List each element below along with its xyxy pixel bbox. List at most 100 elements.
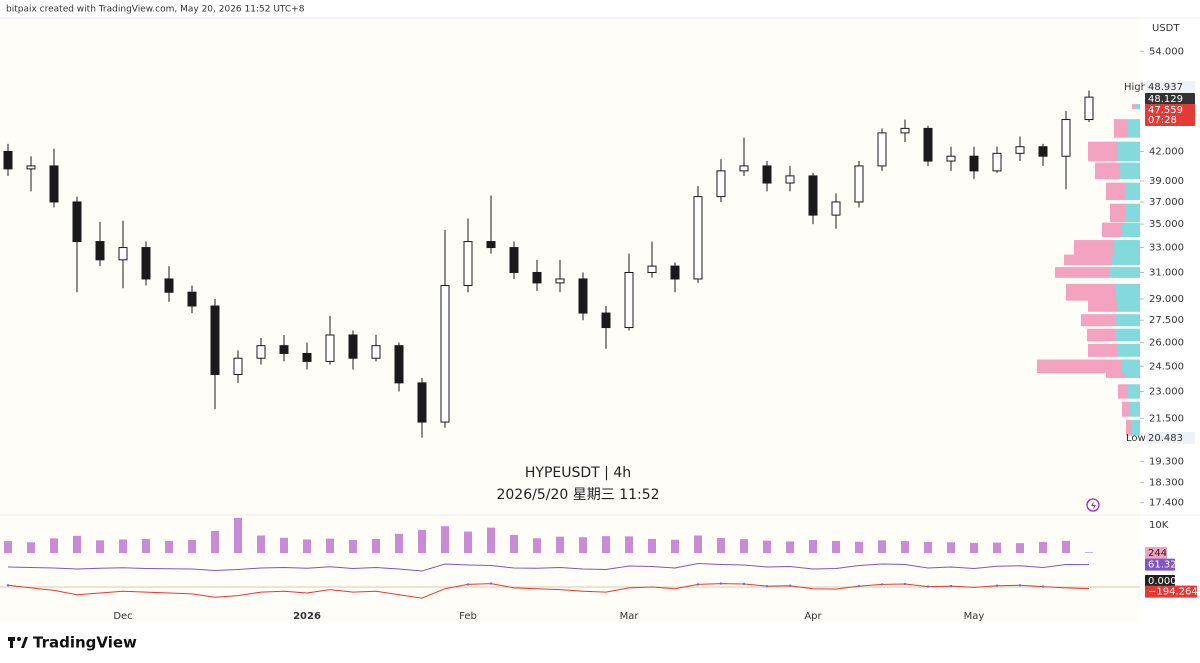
candle-body [647,265,657,273]
volume-bar [280,537,288,553]
volume-bar [510,534,518,553]
header: bitpaix created with TradingView.com, Ma… [6,5,305,15]
candle-body [969,155,979,172]
candle-body [394,345,404,384]
candle-body [739,165,749,172]
volume-bar [464,531,472,553]
volume-bar [27,542,35,553]
volume-bar [487,527,495,553]
volume-bar [96,540,104,553]
profile-up [1136,104,1140,110]
volume-bar [257,535,265,553]
oscillator-positive [1018,584,1022,587]
profile-down [1074,240,1114,256]
volume-bar [1062,540,1070,553]
price-tag: 47.559 [1148,105,1183,116]
candle-body [164,278,174,293]
volume-bar [579,537,587,553]
candle-body [463,241,473,287]
volume-bar [993,542,1001,553]
low-label: Low [1126,433,1146,444]
volume-bar [970,542,978,553]
oscillator-positive [489,582,493,585]
profile-up [1112,254,1140,266]
alert-icon[interactable] [1086,498,1100,512]
candle-body [785,175,795,184]
volume-bar [142,538,150,553]
oscillator-positive [926,585,930,588]
candle-body [118,247,128,261]
y-tick-label: 37.000 [1149,197,1184,208]
x-tick-label: Apr [804,611,822,622]
candle-body [555,278,565,284]
oscillator-positive [788,584,792,587]
oscillator-positive [742,582,746,586]
candle-body [1061,119,1071,157]
volume-bar [234,517,242,553]
oscillator-positive [880,583,884,586]
profile-down [1088,300,1118,312]
volume-bar [901,541,909,553]
x-tick-label: Feb [459,611,477,622]
profile-up [1110,267,1140,278]
profile-up [1115,328,1140,342]
y-tick-label: 54.000 [1149,46,1184,57]
candle-body [670,265,680,280]
candle-body [831,201,841,216]
candle-body [486,241,496,249]
volume-bar [188,540,196,553]
profile-down [1095,162,1120,180]
volume-bar [395,533,403,553]
candle-body [348,334,358,359]
rsi-line [7,562,1090,572]
y-tick-label: 27.500 [1149,315,1184,326]
volume-bar [556,536,564,553]
profile-up [1128,384,1140,399]
profile-up [1114,240,1140,256]
x-tick-label: 2026 [293,611,321,622]
volume-bar [694,535,702,553]
candle-body [601,312,611,329]
oscillator-line [7,583,1090,599]
volume-bar [303,539,311,553]
candle-body [72,201,82,243]
volume-bar [878,540,886,553]
volume-bar [763,540,771,553]
candle-body [49,165,59,203]
volume-bar [717,538,725,553]
profile-up [1130,401,1140,417]
rsi-tag-bg [1145,558,1175,571]
candle-body [3,150,13,170]
y-tick-label: 23.000 [1149,386,1184,397]
candle-body [716,170,726,198]
high-tag: 48.937 [1148,82,1183,93]
zero-tag: 0.000 [1148,576,1177,587]
candle-body [187,291,197,307]
profile-up [1120,162,1140,180]
y-tick-label: 19.300 [1149,456,1184,467]
candle-body [900,127,910,134]
profile-down [1106,182,1126,201]
volume-bar [947,542,955,553]
logo: TradingView [33,634,137,652]
chart-title: HYPEUSDT | 4h [525,465,631,481]
y-tick-label: 35.000 [1149,219,1184,230]
oscillator-positive [1041,585,1045,588]
oscillator-positive [949,584,953,588]
y-tick-label: 24.500 [1149,361,1184,372]
profile-down [1055,267,1110,278]
volume-bar [119,539,127,553]
volume-bar [809,540,817,553]
profile-down [1037,359,1122,374]
volume-bar [50,538,58,553]
volume-bar [786,541,794,553]
candle-body [923,127,933,162]
candle-body [992,152,1002,172]
profile-up [1126,182,1140,201]
price-tag-bg [1145,104,1195,116]
candle-body [233,357,243,375]
volume-bar [740,539,748,553]
profile-down [1114,119,1128,138]
profile-down [1122,401,1130,417]
